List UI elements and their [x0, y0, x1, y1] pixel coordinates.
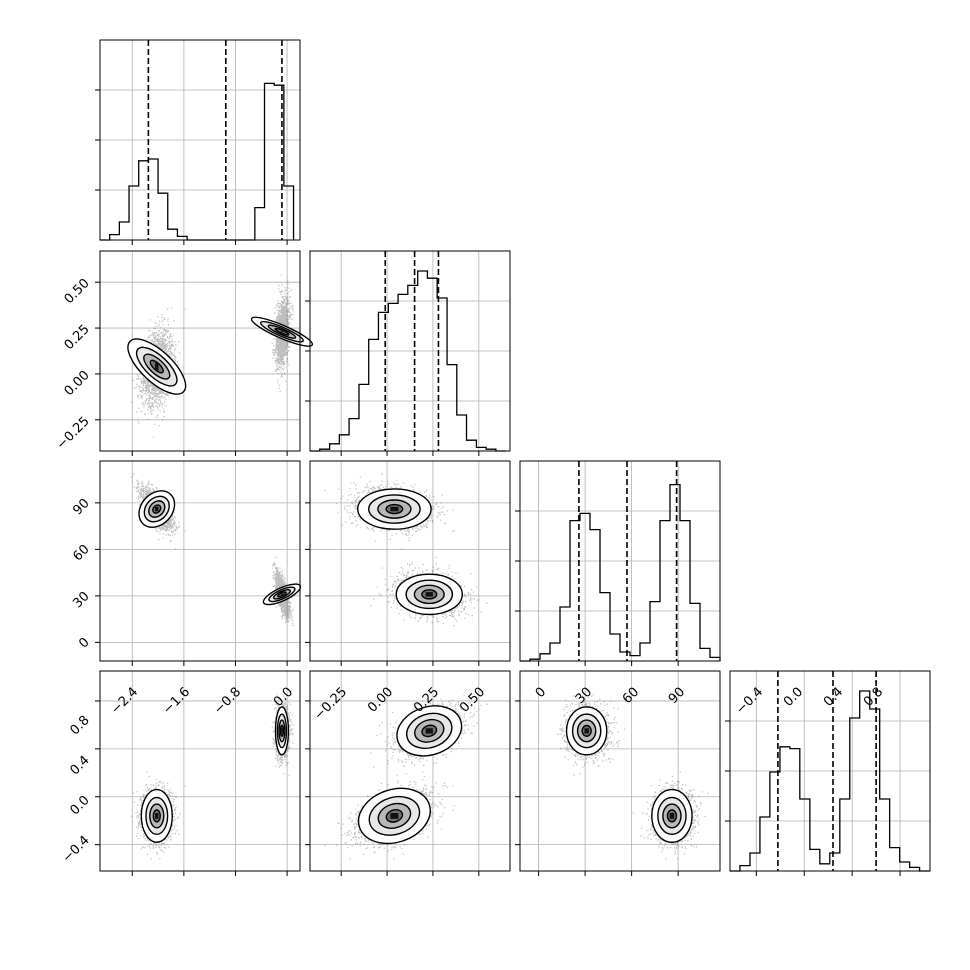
- tick-label-x-p3-2: 0.4: [821, 685, 846, 710]
- tick-label-x-p3-0: −0.4: [733, 685, 766, 718]
- tick-label-x-p1-3: 0.50: [457, 685, 488, 716]
- panel-frame: [309, 460, 511, 662]
- corner-panels: [95, 39, 931, 876]
- density-peak-p0-p3-0: [155, 813, 159, 819]
- scatter-panel-p0-p3: [95, 670, 301, 876]
- density-peak-p0-p2-0: [155, 506, 159, 512]
- tick-label-y-p3-3: 0.8: [67, 713, 92, 738]
- density-peak-p1-p2-0: [390, 506, 399, 512]
- density-peak-p0-p1-1: [281, 328, 283, 336]
- scatter-panel-p0-p1: [95, 250, 314, 456]
- histogram-panel-p2: [515, 460, 721, 666]
- scatter-panel-p1-p2: [305, 460, 511, 666]
- scatter-panel-p1-p3: [305, 670, 511, 876]
- panel-frame: [519, 670, 721, 872]
- density-peak-p1-p3-1: [425, 728, 433, 734]
- density-peak-p2-p3-1: [584, 728, 589, 734]
- tick-label-y-p2-3: 90: [70, 496, 92, 518]
- tick-label-y-p2-1: 30: [70, 589, 92, 611]
- panel-frame: [309, 670, 511, 872]
- panel-frame: [99, 670, 301, 872]
- tick-label-x-p2-2: 60: [620, 685, 642, 707]
- histogram-step-p0: [100, 82, 295, 241]
- density-peak-p1-p2-1: [425, 592, 433, 597]
- scatter-panel-p2-p3: [515, 670, 721, 876]
- density-peak-p0-p3-1: [281, 728, 283, 734]
- tick-label-y-p1-0: −0.25: [54, 414, 93, 453]
- tick-label-x-p2-0: 0: [533, 685, 549, 701]
- density-peak-p0-p2-1: [281, 592, 283, 597]
- density-peak-p0-p1-0: [155, 362, 159, 371]
- tick-label-y-p1-1: 0.00: [62, 368, 93, 399]
- tick-label-y-p1-3: 0.50: [62, 276, 93, 307]
- tick-label-y-p1-2: 0.25: [62, 322, 93, 353]
- tick-label-y-p3-0: −0.4: [60, 833, 93, 866]
- panel-frame: [99, 460, 301, 662]
- histogram-panel-p1: [305, 250, 511, 456]
- tick-label-y-p2-0: 0: [76, 635, 92, 651]
- tick-label-x-p1-1: 0.00: [365, 685, 396, 716]
- panel-frame: [99, 250, 301, 452]
- density-peak-p1-p3-0: [390, 813, 399, 819]
- tick-label-y-p3-1: 0.0: [67, 793, 92, 818]
- tick-label-x-p3-1: 0.0: [781, 685, 806, 710]
- histogram-step-p1: [310, 270, 506, 452]
- histogram-step-p3: [730, 690, 930, 872]
- histogram-step-p2: [520, 483, 721, 662]
- tick-label-x-p2-3: 90: [666, 685, 688, 707]
- tick-label-y-p2-2: 60: [70, 542, 92, 564]
- histogram-panel-p3: [725, 670, 931, 876]
- density-peak-p2-p3-0: [669, 813, 675, 819]
- tick-label-x-p2-1: 30: [573, 685, 595, 707]
- tick-label-x-p1-0: −0.25: [311, 685, 350, 724]
- tick-label-x-p3-3: 0.8: [861, 685, 886, 710]
- tick-label-x-p0-3: 0.0: [271, 685, 296, 710]
- scatter-panel-p0-p2: [95, 460, 302, 666]
- histogram-panel-p0: [95, 39, 301, 245]
- tick-label-y-p3-2: 0.4: [67, 753, 92, 778]
